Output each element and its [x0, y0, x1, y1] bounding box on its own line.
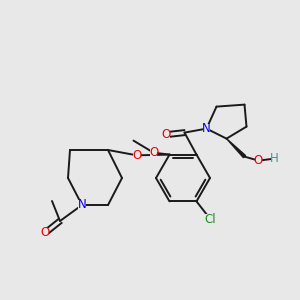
- Text: H: H: [270, 152, 279, 165]
- FancyBboxPatch shape: [203, 124, 210, 134]
- Text: N: N: [202, 122, 211, 135]
- FancyBboxPatch shape: [163, 130, 170, 140]
- FancyBboxPatch shape: [41, 228, 49, 238]
- FancyBboxPatch shape: [78, 200, 86, 210]
- FancyBboxPatch shape: [255, 156, 262, 166]
- Text: O: O: [162, 128, 171, 141]
- Text: O: O: [40, 226, 50, 239]
- Text: O: O: [149, 146, 158, 159]
- FancyBboxPatch shape: [133, 150, 140, 160]
- Polygon shape: [226, 139, 246, 158]
- FancyBboxPatch shape: [150, 148, 157, 158]
- Text: Cl: Cl: [205, 213, 216, 226]
- Text: O: O: [254, 154, 263, 167]
- FancyBboxPatch shape: [204, 214, 217, 224]
- Text: N: N: [78, 199, 86, 212]
- FancyBboxPatch shape: [271, 154, 278, 164]
- Text: O: O: [132, 149, 141, 162]
